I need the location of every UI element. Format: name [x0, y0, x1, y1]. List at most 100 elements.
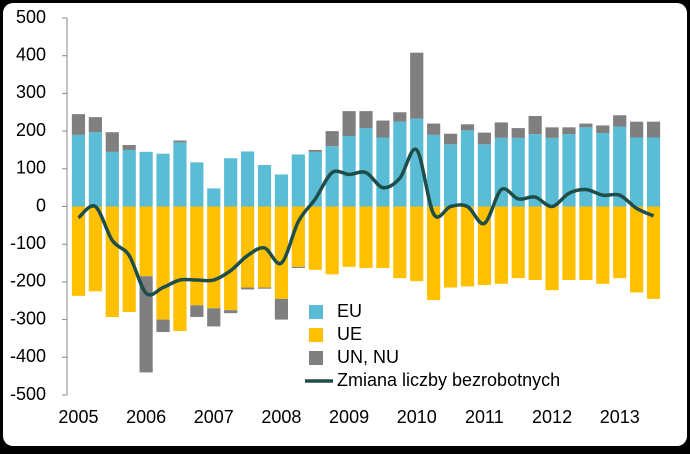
bar — [257, 287, 272, 289]
bar — [494, 122, 508, 138]
bar — [274, 298, 289, 320]
x-tick-label: 2006 — [126, 407, 166, 427]
bar — [105, 151, 119, 207]
bar — [342, 206, 356, 267]
bar — [88, 132, 102, 207]
bar — [427, 123, 441, 135]
bar — [376, 137, 390, 207]
bar — [393, 121, 407, 207]
bar — [460, 206, 475, 287]
bar — [359, 111, 373, 129]
bar — [190, 206, 204, 306]
bar — [393, 112, 407, 122]
bar — [494, 206, 508, 284]
bar — [71, 206, 86, 296]
bar — [241, 151, 255, 207]
bar — [410, 52, 424, 119]
bar — [291, 206, 305, 267]
bar — [511, 206, 525, 279]
bar — [427, 206, 441, 300]
x-tick-label: 2012 — [532, 407, 572, 427]
bar — [545, 137, 559, 207]
bar — [477, 206, 491, 285]
bar — [325, 146, 339, 207]
bar — [139, 276, 153, 373]
bar — [596, 132, 610, 207]
bar — [545, 127, 559, 138]
legend-swatch — [309, 305, 323, 319]
bar — [579, 127, 593, 207]
bar — [376, 120, 390, 138]
bar — [207, 308, 221, 327]
bar — [241, 287, 255, 290]
x-tick-label: 2010 — [397, 407, 437, 427]
bar — [443, 206, 458, 288]
y-tick-label: 0 — [36, 195, 46, 215]
bar — [359, 128, 373, 207]
bar — [274, 174, 289, 207]
bar — [579, 123, 593, 128]
bar — [139, 151, 153, 207]
bar — [207, 188, 221, 207]
bar — [156, 206, 170, 320]
bar — [241, 206, 255, 288]
legend-label: UN, NU — [337, 347, 399, 367]
bar — [613, 206, 627, 279]
bar — [596, 206, 610, 284]
bar — [562, 134, 576, 207]
bar — [477, 132, 491, 145]
bar — [105, 206, 119, 317]
bar — [224, 158, 238, 207]
x-tick-label: 2008 — [261, 407, 301, 427]
x-tick-label: 2011 — [465, 407, 504, 427]
bar — [511, 128, 525, 138]
x-tick-label: 2013 — [600, 407, 640, 427]
y-tick-label: -200 — [10, 271, 46, 291]
bar — [646, 206, 661, 299]
bar — [410, 118, 424, 207]
bar — [291, 154, 305, 207]
x-tick-label: 2005 — [58, 407, 98, 427]
bar — [342, 111, 356, 137]
bar — [342, 136, 356, 207]
bar — [122, 149, 136, 207]
bar — [545, 206, 559, 291]
bar — [224, 206, 238, 311]
x-tick-label: 2007 — [194, 407, 234, 427]
legend-label: EU — [337, 301, 362, 321]
bar — [443, 144, 458, 207]
bar — [393, 206, 407, 279]
line — [77, 147, 655, 297]
bar — [224, 310, 238, 314]
bar — [511, 137, 525, 207]
bar — [156, 319, 170, 333]
bar — [257, 165, 272, 207]
y-tick-label: 500 — [16, 7, 46, 27]
bar — [71, 114, 86, 135]
bar — [190, 305, 204, 317]
bar — [308, 206, 322, 270]
bar — [477, 144, 491, 207]
y-tick-label: 100 — [16, 158, 46, 178]
x-tick-label: 2009 — [329, 407, 369, 427]
y-tick-label: -100 — [10, 233, 46, 253]
bar — [613, 126, 627, 207]
bar — [88, 206, 102, 292]
bar — [71, 134, 86, 207]
bar — [139, 206, 153, 277]
bar — [596, 125, 610, 133]
bar — [122, 206, 136, 313]
legend-swatch — [309, 328, 323, 342]
bar — [88, 117, 102, 133]
legend-label: Zmiana liczby bezrobotnych — [337, 370, 560, 390]
bar — [646, 121, 661, 138]
bar — [376, 206, 390, 268]
bar — [325, 206, 339, 275]
bar — [308, 149, 322, 152]
bar — [173, 142, 187, 207]
y-tick-label: 200 — [16, 120, 46, 140]
bar — [528, 116, 542, 135]
bar — [173, 140, 187, 143]
